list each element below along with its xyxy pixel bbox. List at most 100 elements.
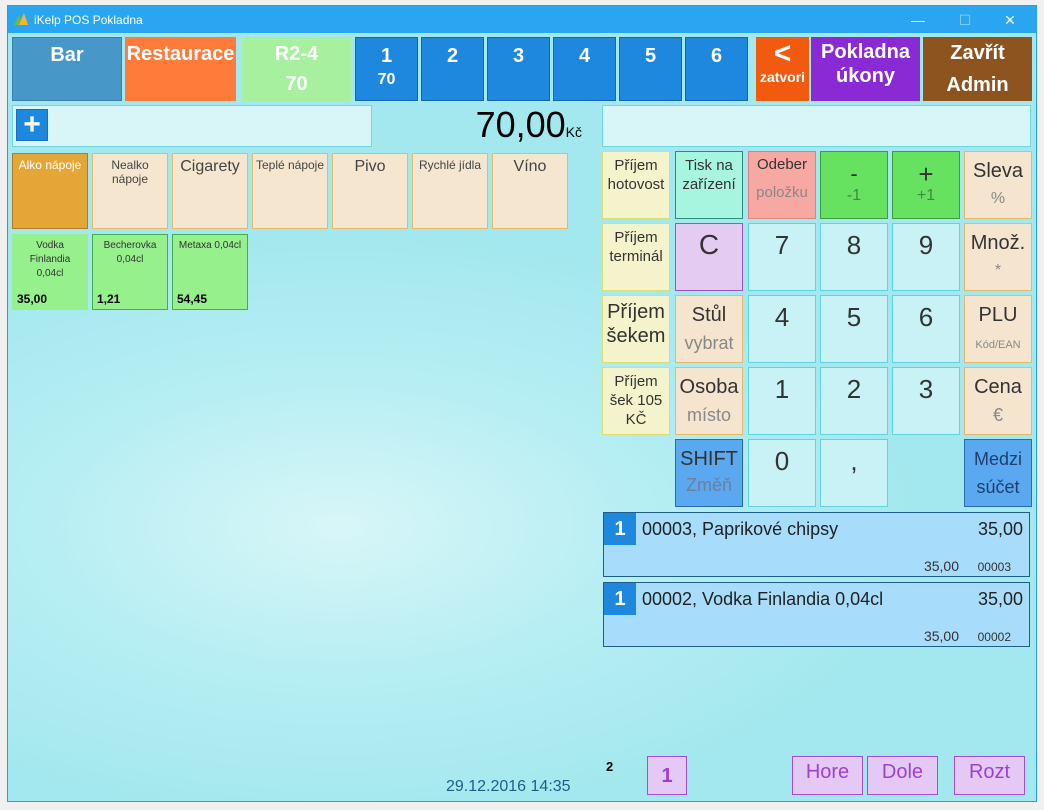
minimize-button[interactable]: — xyxy=(911,12,925,28)
sub-label: € xyxy=(992,405,1003,425)
total-amount: 70,00 xyxy=(475,104,566,145)
tab-label: 3 xyxy=(512,45,525,67)
plu-button[interactable]: PLU Kód/EAN xyxy=(964,295,1032,363)
sub-label: vybrat xyxy=(684,333,734,353)
window-title: iKelp POS Pokladna xyxy=(34,13,143,27)
table-tab-4[interactable]: 4 xyxy=(553,37,616,101)
label: 6 xyxy=(918,302,934,332)
stul-button[interactable]: Stůl vybrat xyxy=(675,295,743,363)
key-8[interactable]: 8 xyxy=(820,223,888,291)
maximize-button[interactable]: ☐ xyxy=(958,12,972,28)
category-label: Víno xyxy=(513,158,547,175)
category-5[interactable]: Rychlé jídla xyxy=(412,153,488,229)
item-name: 00003, Paprikové chipsy xyxy=(642,519,839,539)
entry-input[interactable] xyxy=(602,105,1031,147)
key-5[interactable]: 5 xyxy=(820,295,888,363)
bar-button[interactable]: Bar xyxy=(12,37,122,101)
key-4[interactable]: 4 xyxy=(748,295,816,363)
down-button[interactable]: Dole xyxy=(867,756,938,795)
medzisucet-button[interactable]: Medzi súčet xyxy=(964,439,1032,507)
back-close-button[interactable]: < zatvori xyxy=(756,37,809,101)
label: PLU xyxy=(978,304,1018,326)
prijem-hotovost-button[interactable]: Příjem hotovost xyxy=(602,151,670,219)
product-tile[interactable]: Metaxa 0,04cl 54,45 xyxy=(172,234,248,310)
label: , xyxy=(850,446,858,476)
label: Sleva xyxy=(972,160,1024,182)
tab-label: 6 xyxy=(710,45,723,67)
category-2[interactable]: Cigarety xyxy=(172,153,248,229)
sub-label: položku xyxy=(756,184,808,201)
split-button[interactable]: Rozt xyxy=(954,756,1025,795)
label: Stůl xyxy=(691,304,727,326)
table-tab-2[interactable]: 2 xyxy=(421,37,484,101)
table-tab-6[interactable]: 6 xyxy=(685,37,748,101)
table-total: 70 xyxy=(285,73,308,95)
key-0[interactable]: 0 xyxy=(748,439,816,507)
receipt-item[interactable]: 1 00003, Paprikové chipsy 35,00 35,00 00003 xyxy=(603,512,1030,577)
key-6[interactable]: 6 xyxy=(892,295,960,363)
label: 7 xyxy=(774,230,790,260)
sleva-button[interactable]: Sleva% xyxy=(964,151,1032,219)
label: Cena xyxy=(974,376,1022,398)
category-label: Rychlé jídla xyxy=(418,158,482,172)
search-input[interactable]: + xyxy=(12,105,372,147)
label: Tisk na zařízení xyxy=(682,157,736,193)
label: 3 xyxy=(918,374,934,404)
category-0[interactable]: Alko nápoje xyxy=(12,153,88,229)
add-button[interactable]: + xyxy=(16,109,48,141)
key-1[interactable]: 1 xyxy=(748,367,816,435)
table-tab-5[interactable]: 5 xyxy=(619,37,682,101)
prijem-terminal-button[interactable]: Příjem terminál xyxy=(602,223,670,291)
minus-button[interactable]: - -1 xyxy=(820,151,888,219)
label: - xyxy=(850,161,858,186)
category-label: Cigarety xyxy=(180,158,240,175)
tab-label: 4 xyxy=(578,45,591,67)
shift-button[interactable]: SHIFT Změň xyxy=(675,439,743,507)
cena-button[interactable]: Cena € xyxy=(964,367,1032,435)
up-button[interactable]: Hore xyxy=(792,756,863,795)
category-label: Pivo xyxy=(354,158,386,175)
key-2[interactable]: 2 xyxy=(820,367,888,435)
item-price: 35,00 xyxy=(977,519,1023,539)
restaurace-label: Restaurace xyxy=(126,43,235,65)
close-window-button[interactable]: ✕ xyxy=(1004,12,1016,28)
close-admin-button[interactable]: Zavřít Admin xyxy=(923,37,1032,101)
product-tile[interactable]: Vodka Finlandia 0,04cl 35,00 xyxy=(12,234,88,310)
pokladna-ukony-button[interactable]: Pokladna úkony xyxy=(811,37,920,101)
receipt-item[interactable]: 1 00002, Vodka Finlandia 0,04cl 35,00 35,00… xyxy=(603,582,1030,647)
clear-button[interactable]: C xyxy=(675,223,743,291)
prijem-sek-105-button[interactable]: Příjem šek 105 KČ xyxy=(602,367,670,435)
label: Příjem šekem xyxy=(606,301,666,347)
product-tile[interactable]: Becherovka 0,04cl 1,21 xyxy=(92,234,168,310)
label: 1 xyxy=(774,374,790,404)
prijem-sekem-button[interactable]: Příjem šekem xyxy=(602,295,670,363)
item-count: 2 xyxy=(606,759,614,774)
category-3[interactable]: Teplé nápoje xyxy=(252,153,328,229)
label: 0 xyxy=(774,446,790,476)
app-icon xyxy=(14,13,28,25)
key-9[interactable]: 9 xyxy=(892,223,960,291)
table-button[interactable]: R2-4 70 xyxy=(242,37,351,101)
osoba-button[interactable]: Osoba místo xyxy=(675,367,743,435)
category-4[interactable]: Pivo xyxy=(332,153,408,229)
category-label: Nealko nápoje xyxy=(111,158,149,186)
sub-label: Změň xyxy=(685,475,732,495)
label: Množ. xyxy=(970,232,1026,254)
key-3[interactable]: 3 xyxy=(892,367,960,435)
tisk-button[interactable]: Tisk na zařízení xyxy=(675,151,743,219)
table-tab-1[interactable]: 1 70 xyxy=(355,37,418,101)
category-1[interactable]: Nealko nápoje xyxy=(92,153,168,229)
category-6[interactable]: Víno xyxy=(492,153,568,229)
label: Medzi xyxy=(973,449,1022,469)
item-price: 35,00 xyxy=(977,589,1023,609)
key-comma[interactable]: , xyxy=(820,439,888,507)
restaurace-button[interactable]: Restaurace xyxy=(125,37,236,101)
sub-label: * xyxy=(994,262,1002,279)
plus-button[interactable]: + +1 xyxy=(892,151,960,219)
key-7[interactable]: 7 xyxy=(748,223,816,291)
page-button[interactable]: 1 xyxy=(647,756,687,795)
table-tab-3[interactable]: 3 xyxy=(487,37,550,101)
bar-label: Bar xyxy=(50,44,84,66)
mnozstvi-button[interactable]: Množ. * xyxy=(964,223,1032,291)
odeber-button[interactable]: Odeber položku xyxy=(748,151,816,219)
